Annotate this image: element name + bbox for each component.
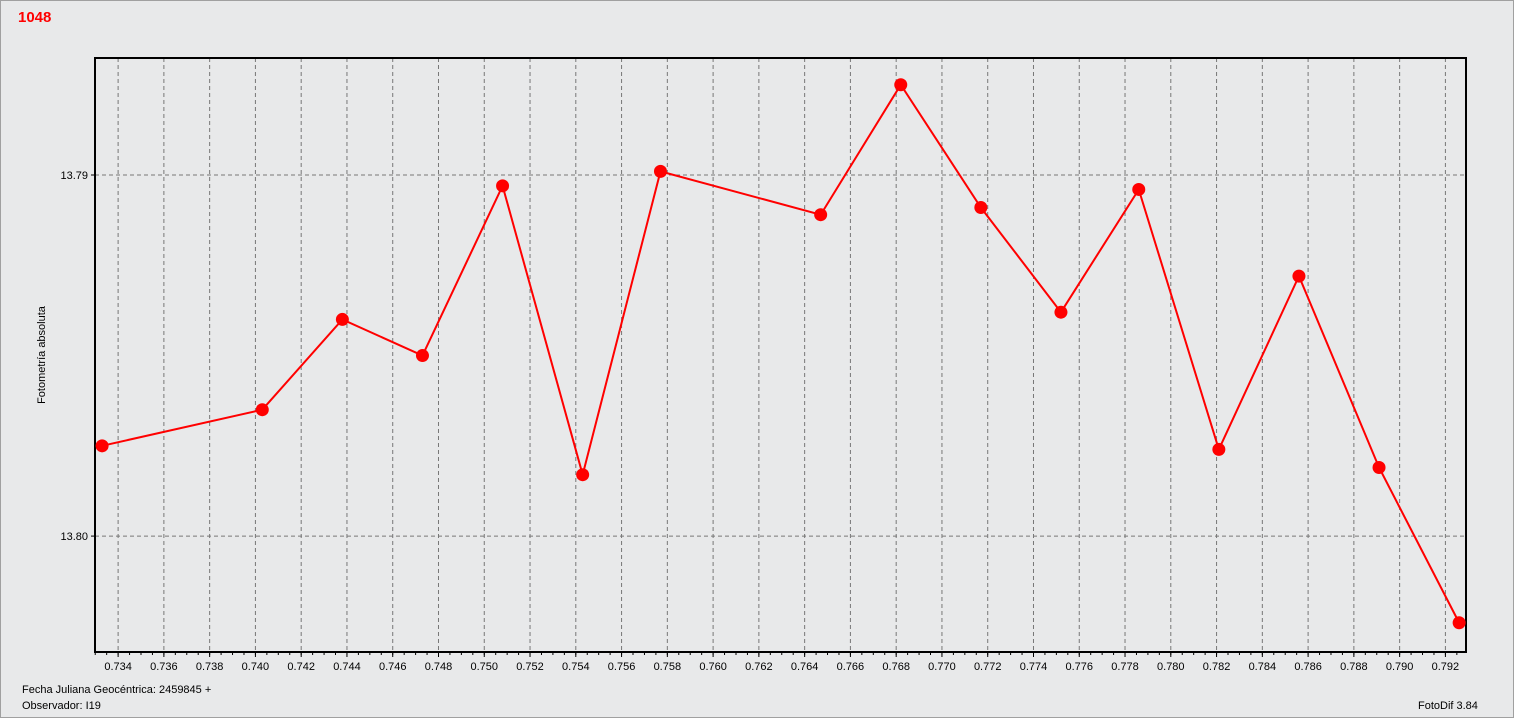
x-tick-label: 0.742 bbox=[287, 661, 315, 673]
x-tick-label: 0.746 bbox=[379, 661, 407, 673]
x-tick-label: 0.748 bbox=[425, 661, 453, 673]
data-point bbox=[415, 349, 429, 363]
data-point bbox=[814, 208, 828, 222]
x-tick-label: 0.776 bbox=[1065, 661, 1093, 673]
data-point bbox=[1452, 616, 1466, 630]
x-tick-label: 0.734 bbox=[104, 661, 132, 673]
x-tick-label: 0.756 bbox=[608, 661, 636, 673]
data-point bbox=[653, 164, 667, 178]
data-point bbox=[496, 179, 510, 193]
data-point bbox=[1132, 182, 1146, 196]
x-axis-label: Fecha Juliana Geocéntrica: 2459845 + bbox=[22, 684, 212, 696]
x-tick-label: 0.762 bbox=[745, 661, 773, 673]
data-point bbox=[1372, 460, 1386, 474]
x-tick-label: 0.752 bbox=[516, 661, 544, 673]
x-tick-label: 0.778 bbox=[1111, 661, 1139, 673]
x-tick-label: 0.772 bbox=[974, 661, 1002, 673]
observer-label: Observador: I19 bbox=[22, 700, 101, 712]
data-point bbox=[255, 403, 269, 417]
chart-title: 1048 bbox=[18, 9, 52, 26]
x-tick-label: 0.792 bbox=[1432, 661, 1460, 673]
data-point bbox=[1054, 305, 1068, 319]
x-tick-label: 0.780 bbox=[1157, 661, 1185, 673]
x-tick-label: 0.754 bbox=[562, 661, 590, 673]
x-tick-label: 0.782 bbox=[1203, 661, 1231, 673]
series-line bbox=[101, 82, 1461, 624]
plot-border bbox=[94, 57, 1467, 653]
x-tick-label: 0.740 bbox=[242, 661, 270, 673]
x-tick-label: 0.736 bbox=[150, 661, 178, 673]
x-tick-label: 0.764 bbox=[791, 661, 819, 673]
x-tick-label: 0.790 bbox=[1386, 661, 1414, 673]
data-point bbox=[576, 468, 590, 482]
y-tick-label: 13.79 bbox=[60, 170, 88, 182]
data-point bbox=[974, 200, 988, 214]
x-tick-label: 0.786 bbox=[1294, 661, 1322, 673]
x-tick-label: 0.760 bbox=[699, 661, 727, 673]
x-tick-label: 0.750 bbox=[470, 661, 498, 673]
software-version: FotoDif 3.84 bbox=[1418, 700, 1478, 712]
x-tick-label: 0.770 bbox=[928, 661, 956, 673]
x-tick-label: 0.788 bbox=[1340, 661, 1368, 673]
x-tick-label: 0.768 bbox=[882, 661, 910, 673]
x-tick-label: 0.766 bbox=[837, 661, 865, 673]
data-point bbox=[95, 439, 109, 453]
y-tick-label: 13.80 bbox=[60, 531, 88, 543]
x-tick-label: 0.784 bbox=[1249, 661, 1277, 673]
x-tick-label: 0.744 bbox=[333, 661, 361, 673]
data-point bbox=[894, 78, 908, 92]
x-tick-label: 0.758 bbox=[654, 661, 682, 673]
x-tick-label: 0.774 bbox=[1020, 661, 1048, 673]
data-point bbox=[1212, 442, 1226, 456]
x-tick-label: 0.738 bbox=[196, 661, 224, 673]
data-point bbox=[1292, 269, 1306, 283]
data-point bbox=[335, 312, 349, 326]
